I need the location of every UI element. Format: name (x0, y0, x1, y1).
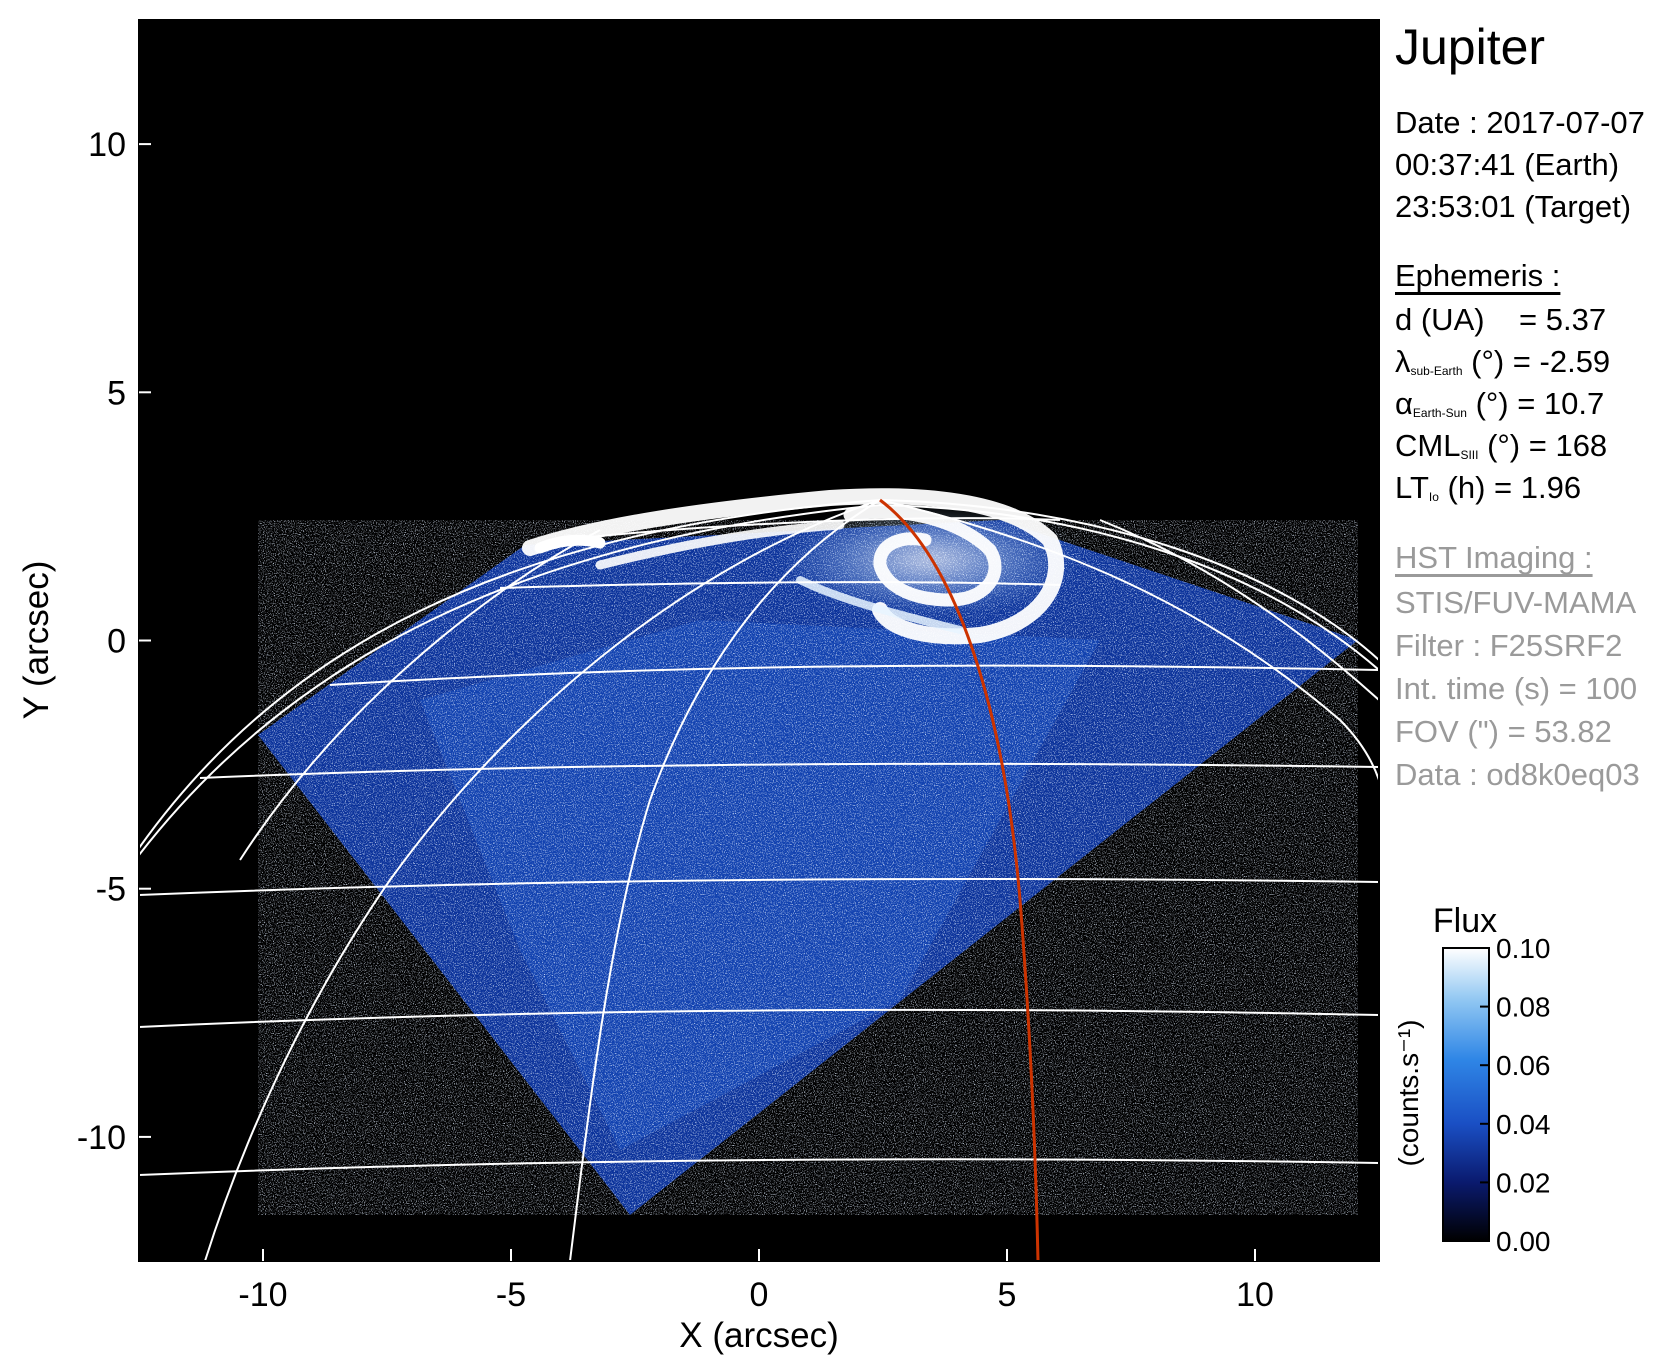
y-tick-label: 5 (107, 374, 126, 412)
latitude-line (329, 664, 1379, 686)
latitude-line (139, 1008, 1379, 1028)
limb (139, 498, 1379, 849)
image-noise (258, 520, 1358, 1215)
planet-grid (139, 498, 1379, 1261)
hst-int-time: Int. time (s) = 100 (1395, 671, 1638, 706)
reference-meridian-line (879, 498, 1040, 1261)
longitude-line (569, 499, 881, 1261)
ephemeris-header: Ephemeris : (1395, 258, 1561, 293)
colorbar-ticks: 0.10 0.08 0.06 0.04 0.02 0.00 (1480, 933, 1551, 1257)
x-tick-label: -5 (496, 1276, 526, 1314)
hst-filter: Filter : F25SRF2 (1395, 628, 1623, 663)
colorbar-tick-label: 0.00 (1496, 1226, 1551, 1257)
colorbar (1442, 947, 1490, 1242)
hst-fov: FOV (") = 53.82 (1395, 714, 1612, 749)
latitude-line (139, 1158, 1379, 1176)
hst-data-id: Data : od8k0eq03 (1395, 757, 1640, 792)
hst-header: HST Imaging : (1395, 540, 1593, 575)
colorbar-unit: (counts.s⁻¹) (1393, 1019, 1424, 1166)
colorbar-tick-label: 0.02 (1496, 1167, 1551, 1198)
planet-title: Jupiter (1395, 19, 1546, 75)
y-axis-ticks: -10 -5 0 5 10 (77, 126, 151, 1157)
time-target: 23:53:01 (Target) (1395, 189, 1632, 224)
longitude-line (239, 529, 601, 861)
y-tick-label: -10 (77, 1119, 126, 1157)
latitude-line (499, 581, 1061, 589)
colorbar-title: Flux (1433, 902, 1497, 940)
y-tick-label: 0 (107, 623, 126, 661)
x-tick-label: 10 (1236, 1276, 1274, 1314)
date-label: Date : 2017-07-07 (1395, 105, 1645, 140)
longitude-line (204, 499, 881, 1261)
hst-instrument: STIS/FUV-MAMA (1395, 585, 1637, 620)
x-tick-label: -10 (238, 1276, 287, 1314)
longitude-line (1099, 519, 1379, 701)
colorbar-tick-label: 0.08 (1496, 992, 1551, 1023)
y-tick-label: 10 (88, 126, 126, 164)
latitude-line (199, 762, 1379, 779)
y-tick-label: -5 (96, 871, 126, 909)
x-axis-ticks: -10 -5 0 5 10 (238, 1249, 1274, 1314)
ephemeris-row: d (UA) = 5.37 (1395, 302, 1607, 337)
ephemeris-row: LTIo (h) = 1.96 (1395, 470, 1582, 505)
time-earth: 00:37:41 (Earth) (1395, 147, 1620, 182)
ephemeris-row: αEarth-Sun (°) = 10.7 (1395, 386, 1605, 421)
latitude-line (139, 877, 1379, 896)
longitude-line (879, 499, 1379, 781)
ephemeris-row: CMLSIII (°) = 168 (1395, 428, 1608, 463)
x-tick-label: 5 (998, 1276, 1017, 1314)
ephemeris-row: λsub-Earth (°) = -2.59 (1395, 344, 1611, 379)
colorbar-tick-label: 0.04 (1496, 1109, 1551, 1140)
x-axis-label: X (arcsec) (679, 1316, 838, 1355)
x-tick-label: 0 (750, 1276, 769, 1314)
latitude-line (559, 517, 1061, 541)
colorbar-tick-label: 0.10 (1496, 933, 1551, 964)
y-axis-label: Y (arcsec) (17, 561, 56, 720)
colorbar-tick-label: 0.06 (1496, 1050, 1551, 1081)
limb-inner (139, 503, 1379, 856)
